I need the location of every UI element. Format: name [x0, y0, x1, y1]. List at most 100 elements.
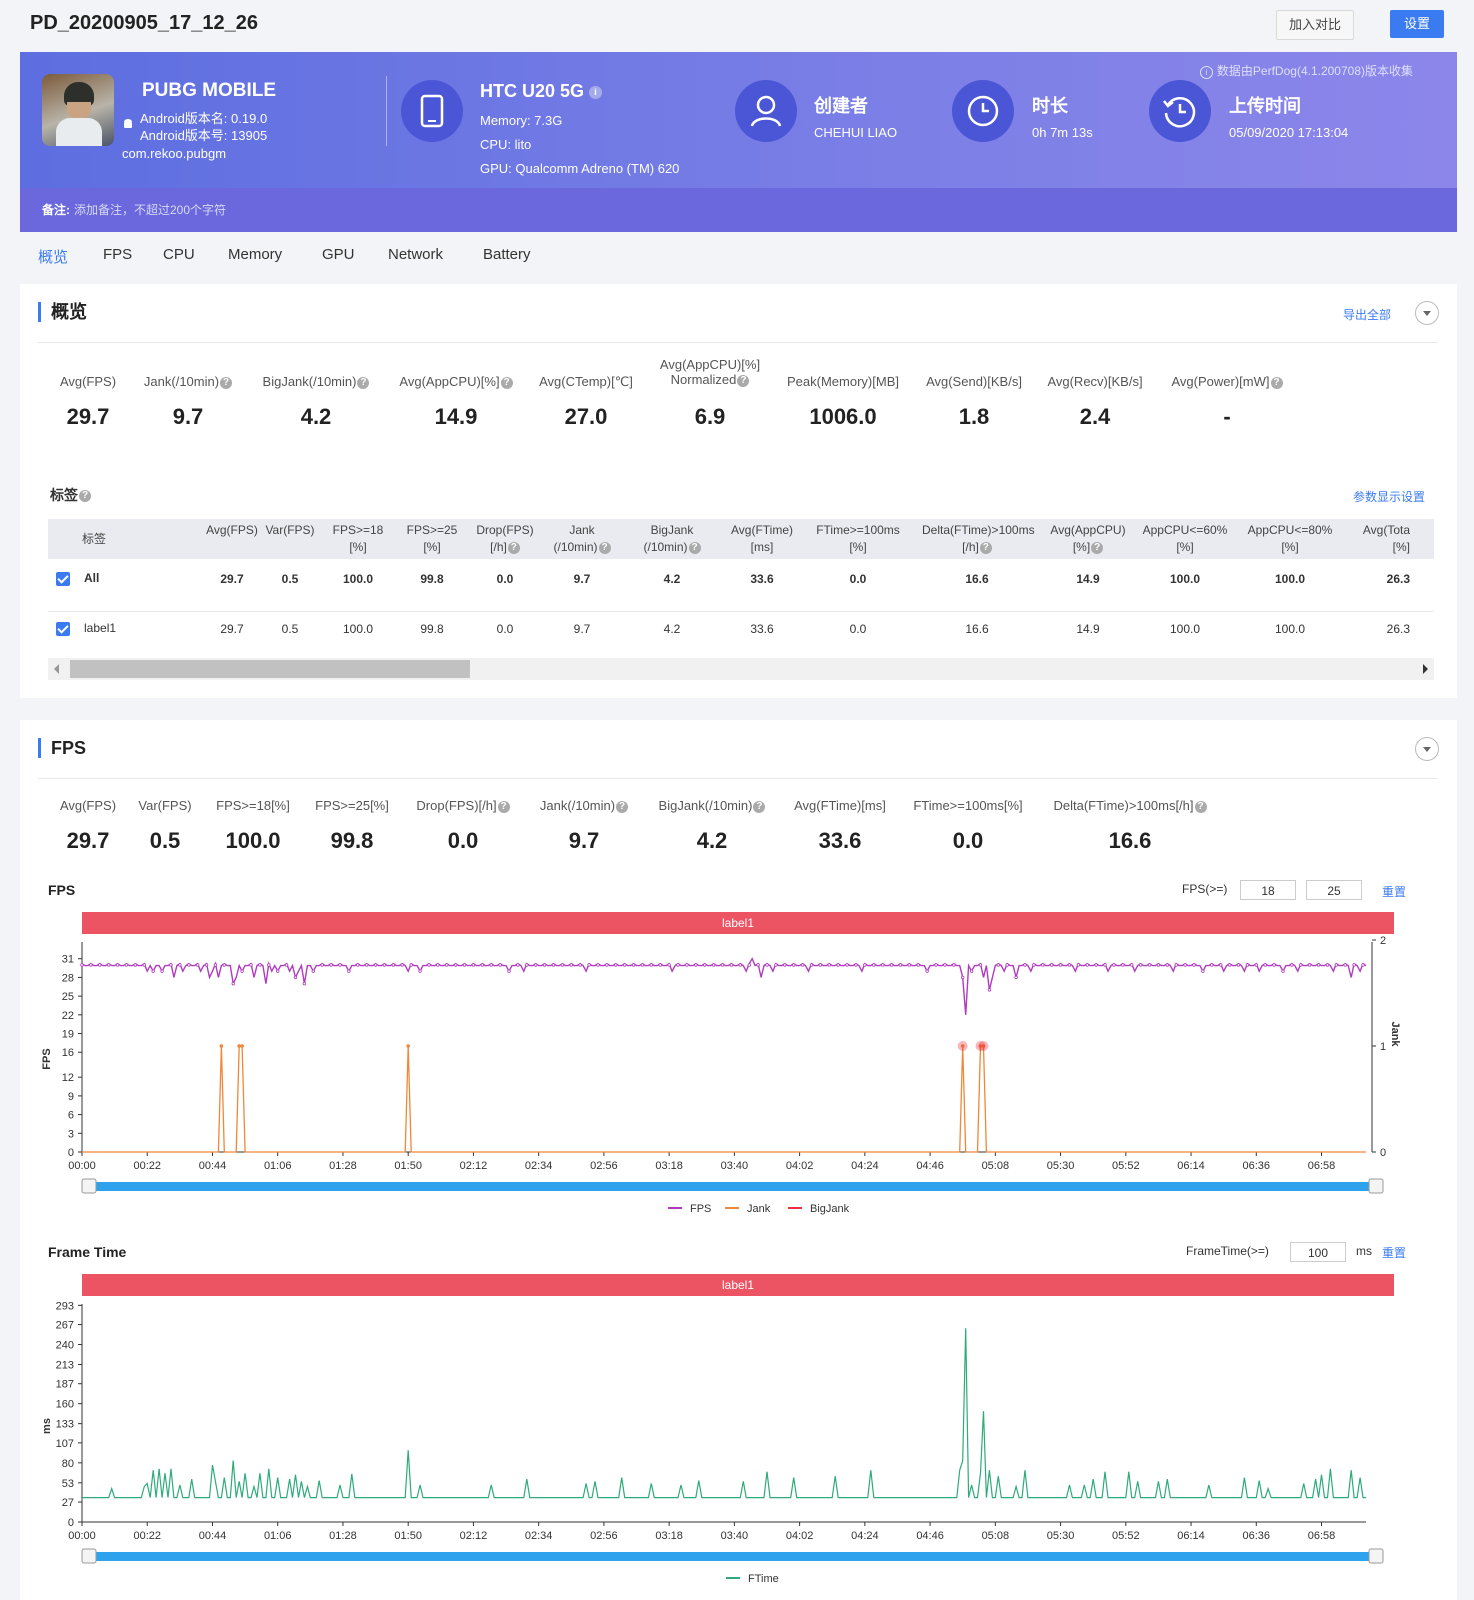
ftime-zoom-slider: [84, 1552, 1378, 1561]
x-tick-label: 05:52: [1112, 1160, 1140, 1172]
table-header-cell[interactable]: Avg(AppCPU) [%]?: [1050, 523, 1126, 554]
fps-zoom-end-handle: [1368, 1178, 1384, 1194]
bigjank-point: [957, 1041, 968, 1051]
y-tick-label: 53: [62, 1478, 74, 1490]
help-icon[interactable]: ?: [79, 490, 91, 503]
fps-point: [1183, 963, 1187, 967]
help-icon[interactable]: ?: [1270, 376, 1283, 389]
fps-point: [569, 963, 573, 967]
table-row[interactable]: [48, 563, 1434, 612]
fps-point: [391, 963, 396, 967]
app-icon: [42, 74, 114, 146]
help-icon[interactable]: ?: [1091, 541, 1104, 554]
jank-point: [237, 1044, 241, 1048]
param-display-settings-link[interactable]: 参数显示设置: [1353, 490, 1426, 504]
table-cell: 0.5: [281, 622, 299, 636]
tab-cpu[interactable]: CPU: [163, 246, 195, 263]
fps-point: [471, 963, 476, 967]
fps-panel: FPS Avg(FPS) 29.7 Var(FPS) 0.5 FPS>=18[%] 100…: [20, 720, 1457, 1600]
remark-input[interactable]: 添加备注，不超过200个字符: [74, 203, 227, 217]
table-header-cell[interactable]: Avg(FTime) [ms]: [730, 523, 793, 554]
tab-memory[interactable]: Memory: [228, 246, 283, 263]
settings-button[interactable]: 设置: [1390, 10, 1444, 38]
frametime-threshold-input[interactable]: 100: [1290, 1242, 1346, 1262]
table-header-cell[interactable]: Delta(FTime)>100ms [/h]?: [922, 523, 1035, 554]
fps-threshold-25-input[interactable]: 25: [1306, 880, 1362, 900]
add-to-compare-button[interactable]: 加入对比: [1275, 10, 1354, 40]
tab-overview[interactable]: 概览: [38, 249, 69, 266]
table-cell: 100.0: [342, 622, 374, 636]
device-gpu: GPU: Qualcomm Adreno (TM) 620: [480, 161, 680, 176]
device-info-icon[interactable]: i: [589, 85, 603, 99]
table-cell: 0.0: [849, 572, 867, 586]
x-tick-label: 02:12: [460, 1160, 488, 1172]
fps-point: [658, 963, 662, 967]
fps-reset-link[interactable]: 重置: [1382, 885, 1407, 899]
scroll-left-icon[interactable]: [54, 664, 59, 674]
tab-fps[interactable]: FPS: [103, 246, 133, 263]
table-cell: 33.6: [750, 622, 774, 636]
y-tick-label: 6: [68, 1110, 74, 1122]
fps-zoom-slider: [84, 1182, 1378, 1191]
help-icon[interactable]: ?: [500, 376, 513, 389]
collapse-overview-button[interactable]: [1415, 301, 1439, 325]
tab-battery[interactable]: Battery: [483, 246, 531, 263]
fps-point: [756, 963, 760, 967]
table-header-cell[interactable]: AppCPU<=60% [%]: [1142, 523, 1228, 554]
table-header-cell[interactable]: FPS>=25 [%]: [406, 523, 458, 554]
table-header-cell[interactable]: FTime>=100ms [%]: [816, 523, 900, 554]
fps-point: [738, 963, 743, 967]
table-cell: 99.8: [420, 622, 444, 636]
table-header-cell[interactable]: Var(FPS): [265, 523, 315, 537]
table-header-cell[interactable]: Avg(FPS): [206, 523, 258, 537]
tab-network[interactable]: Network: [388, 246, 444, 263]
table-horizontal-scrollbar[interactable]: [48, 658, 1434, 680]
table-header-cell[interactable]: FPS>=18 [%]: [332, 523, 384, 554]
table-header-cell[interactable]: Drop(FPS) [/h]?: [476, 523, 534, 554]
fps-point: [1254, 963, 1258, 967]
fps-point: [622, 963, 627, 967]
fps-threshold-18-input[interactable]: 18: [1240, 880, 1296, 900]
help-icon[interactable]: ?: [598, 541, 611, 554]
table-header-cell[interactable]: Jank (/10min)?: [527, 522, 637, 556]
table-header-cell[interactable]: Avg(Tota [%]: [1362, 523, 1410, 554]
table-header-cell[interactable]: BigJank (/10min)?: [617, 522, 727, 556]
y2-axis-label: Jank: [1389, 1021, 1401, 1047]
help-icon[interactable]: ?: [220, 376, 233, 389]
y-tick-label: 12: [62, 1072, 74, 1084]
fps-point: [115, 963, 120, 967]
scroll-thumb[interactable]: [70, 660, 470, 678]
help-icon[interactable]: ?: [507, 541, 520, 554]
fps-point: [195, 963, 200, 967]
y-tick-label: 28: [62, 972, 74, 984]
frametime-reset-link[interactable]: 重置: [1382, 1246, 1407, 1260]
tab-gpu[interactable]: GPU: [322, 246, 355, 263]
overview-metric-value: -: [1223, 404, 1231, 429]
x-tick-label: 00:44: [199, 1160, 227, 1172]
help-icon[interactable]: ?: [979, 541, 992, 554]
x-tick-label: 01:50: [394, 1530, 422, 1542]
table-header-cell[interactable]: AppCPU<=80% [%]: [1247, 523, 1333, 554]
table-row[interactable]: [48, 613, 1434, 661]
x-tick-label: 04:02: [786, 1160, 814, 1172]
help-icon[interactable]: ?: [688, 541, 701, 554]
help-icon[interactable]: ?: [357, 376, 370, 389]
fps-point: [178, 963, 182, 967]
overview-metric-value: 4.2: [300, 404, 332, 429]
row-checkbox[interactable]: [56, 572, 70, 586]
help-icon[interactable]: ?: [737, 374, 750, 387]
export-all-link[interactable]: 导出全部: [1343, 308, 1392, 322]
table-header-cell[interactable]: 标签: [82, 532, 107, 546]
help-icon[interactable]: ?: [1194, 800, 1207, 813]
row-checkbox[interactable]: [56, 622, 70, 636]
collapse-fps-button[interactable]: [1415, 737, 1439, 761]
help-icon[interactable]: ?: [753, 800, 766, 813]
x-tick-label: 00:22: [133, 1530, 161, 1542]
scroll-right-icon[interactable]: [1423, 664, 1428, 674]
frametime-threshold-label: FrameTime(>=): [1186, 1244, 1269, 1258]
help-icon[interactable]: ?: [616, 800, 629, 813]
fps-point: [204, 963, 209, 967]
fps-point: [898, 963, 903, 967]
table-cell: 100.0: [1169, 572, 1201, 586]
help-icon[interactable]: ?: [497, 800, 510, 813]
